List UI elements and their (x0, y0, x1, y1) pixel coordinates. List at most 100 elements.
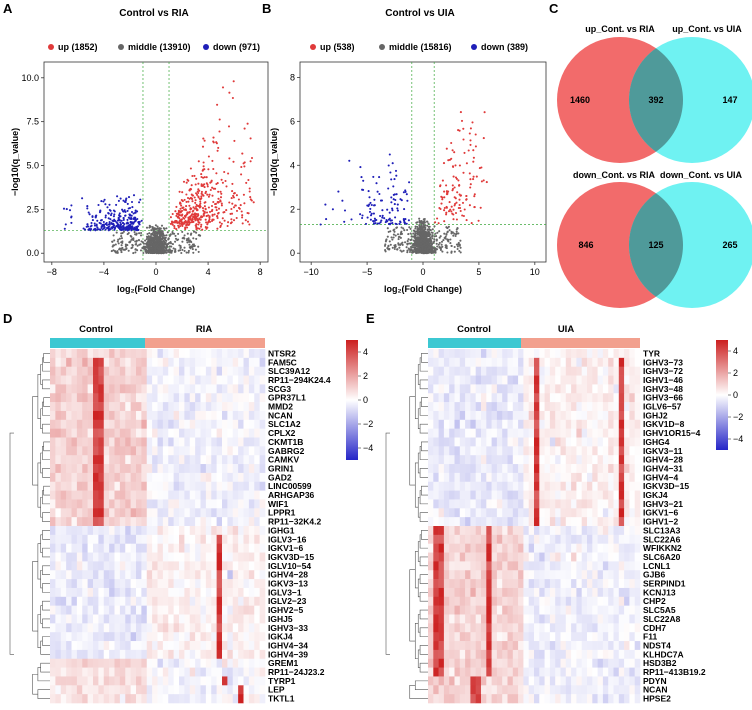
heatmap-cell (634, 349, 641, 359)
heatmap-cell (98, 393, 105, 403)
volcano-a-point-middle (120, 247, 123, 250)
volcano-a-point-up (215, 215, 219, 218)
volcano-a-point-up (242, 162, 245, 165)
heatmap-cell (55, 561, 62, 571)
dendrogram-branch (37, 543, 41, 580)
volcano-b-point-middle (446, 231, 449, 234)
heatmap-cell (587, 349, 593, 359)
volcano-b-point-up (452, 213, 455, 216)
heatmap-cell (109, 561, 115, 571)
volcano-a-point-up (199, 205, 202, 208)
heatmap-cell (565, 357, 572, 367)
heatmap-cell (114, 641, 121, 651)
volcano-a-point-up (180, 218, 183, 221)
heatmap-cell (216, 543, 223, 553)
heatmap-cell (243, 667, 250, 677)
heatmap-cell (50, 499, 56, 509)
volcano-b-point-down (366, 204, 369, 207)
heatmap-cell (227, 623, 234, 633)
heatmap-cell (50, 517, 56, 527)
heatmap-cell (60, 508, 67, 518)
heatmap-cell (76, 349, 83, 359)
heatmap-cell (146, 446, 153, 456)
volcano-a-point-up (220, 178, 223, 181)
volcano-a-point-middle (144, 250, 148, 253)
heatmap-cell (168, 357, 174, 367)
dendrogram-branch (419, 512, 428, 522)
volcano-a-point-up (205, 221, 208, 224)
heatmap-cell (125, 393, 131, 403)
volcano-b-point-middle (455, 243, 459, 246)
volcano-a-point-up (215, 209, 218, 212)
heatmap-cell (238, 534, 244, 544)
heatmap-cell (71, 410, 78, 421)
heatmap-cell (103, 517, 110, 527)
heatmap-cell (146, 384, 153, 394)
heatmap-cell (205, 685, 212, 695)
volcano-a-point-up (175, 205, 178, 208)
volcano-b-point-middle (421, 250, 424, 253)
volcano-a-point-up (246, 122, 249, 125)
heatmap-e-control-bar (428, 338, 521, 348)
volcano-a-point-middle (174, 234, 177, 237)
volcano-b-point-middle (396, 248, 399, 251)
volcano-a-point-down (117, 216, 120, 219)
volcano-b-point-middle (455, 230, 458, 233)
heatmap-cell (168, 632, 174, 642)
heatmap-cell (205, 366, 212, 376)
heatmap-cell (76, 481, 83, 491)
heatmap-cell (60, 526, 67, 536)
volcano-a-point-middle (116, 250, 119, 253)
volcano-a-point-down (103, 226, 106, 229)
heatmap-cell (624, 393, 630, 403)
heatmap-cell (179, 632, 185, 642)
heatmap-cell (459, 349, 466, 359)
heatmap-cell (76, 384, 83, 394)
heatmap-cell (114, 366, 121, 376)
legend-a-down-marker (203, 44, 209, 50)
heatmap-cell (55, 428, 62, 438)
heatmap-cell (491, 366, 498, 376)
volcano-b-point-middle (409, 232, 412, 235)
heatmap-cell (109, 526, 115, 536)
volcano-b-point-up (459, 194, 462, 197)
volcano-b-point-middle (447, 238, 450, 241)
volcano-a-point-up (212, 141, 215, 144)
volcano-b-point-down (395, 193, 398, 196)
volcano-a-point-up (249, 196, 252, 199)
heatmap-cell (76, 419, 83, 429)
heatmap-cell (114, 623, 121, 633)
heatmap-cell (205, 570, 212, 580)
volcano-b-xtick-label: 10 (530, 267, 540, 277)
heatmap-cell (55, 534, 62, 544)
heatmap-cell (141, 402, 148, 412)
volcano-a-point-up (217, 197, 220, 200)
heatmap-cell (200, 517, 207, 527)
volcano-b-point-middle (405, 246, 408, 249)
heatmap-cell (449, 428, 455, 438)
heatmap-cell (507, 402, 514, 412)
heatmap-cell (136, 349, 142, 359)
heatmap-cell (238, 596, 244, 606)
heatmap-cell (428, 375, 434, 385)
heatmap-cell (141, 658, 148, 668)
heatmap-cell (130, 667, 137, 677)
heatmap-cell (243, 357, 250, 367)
volcano-a-point-up (232, 80, 235, 83)
volcano-b-point-up (451, 189, 454, 192)
heatmap-cell (50, 685, 56, 695)
heatmap-cell (60, 366, 67, 376)
heatmap-cell (168, 349, 174, 359)
volcano-b-point-middle (399, 231, 403, 234)
venn-up-overlap-count: 392 (648, 95, 663, 105)
heatmap-cell (76, 402, 83, 412)
volcano-a-point-middle (150, 243, 153, 246)
heatmap-cell (184, 667, 191, 677)
heatmap-cell (66, 641, 72, 651)
volcano-a-point-middle (165, 234, 168, 237)
heatmap-cell (428, 419, 434, 429)
heatmap-cell (534, 366, 540, 376)
heatmap-cell (534, 349, 540, 359)
heatmap-cell (109, 357, 115, 367)
volcano-a-point-middle (158, 229, 161, 232)
